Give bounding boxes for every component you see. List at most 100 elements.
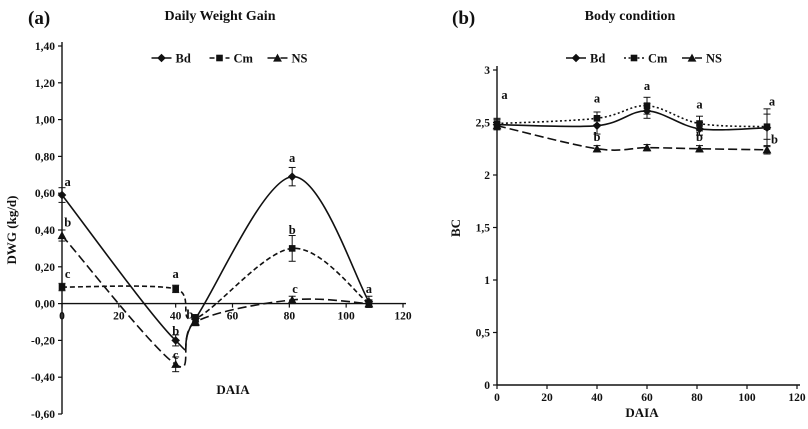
significance-label: b [289, 223, 296, 237]
marker-NS [762, 145, 772, 154]
significance-label: c [292, 282, 298, 296]
significance-label: c [173, 348, 179, 362]
marker-NS [592, 144, 602, 153]
series-line-Cm [496, 104, 768, 128]
y-tick-label: 0,00 [35, 299, 55, 311]
x-tick-label: 80 [691, 392, 703, 404]
y-tick-label: 1,20 [35, 78, 55, 90]
significance-label: b [696, 130, 703, 144]
legend-label: NS [706, 52, 722, 66]
marker-NS [695, 144, 704, 153]
legend-marker-NS [687, 53, 697, 62]
significance-label: a [644, 79, 651, 93]
marker-Bd [171, 336, 180, 345]
significance-label: b [64, 216, 71, 230]
x-axis-label-b: DAIA [625, 405, 659, 420]
y-tick-label: 1,5 [476, 223, 491, 235]
y-tick-label: -0,40 [31, 372, 55, 384]
y-tick-label: 1 [484, 275, 490, 287]
x-tick-label: 100 [738, 392, 756, 404]
x-tick-label: 100 [338, 311, 356, 323]
legend-marker-Bd [157, 53, 166, 63]
significance-label: a [366, 282, 373, 296]
marker-Cm [763, 123, 771, 130]
y-tick-label: 3 [484, 65, 490, 77]
y-axis-label-b: BC [448, 219, 463, 237]
y-tick-label: 0,40 [35, 225, 55, 237]
series-line-NS [61, 234, 369, 368]
x-tick-label: 80 [284, 311, 296, 323]
chart-title-b: Body condition [585, 9, 676, 24]
x-tick-label: 120 [788, 392, 806, 404]
chart-title-a: Daily Weight Gain [165, 9, 276, 24]
plot-area-a: 1,40 1,20 1,00 0,80 0,60 0,40 0,20 0,00 -0,20 -0,… [31, 41, 412, 421]
y-tick-label: -0,60 [31, 409, 55, 421]
series-line-Bd [496, 110, 768, 131]
x-tick-label: 40 [591, 392, 603, 404]
legend-item-NS: NS [267, 52, 308, 66]
legend-marker-Bd [571, 53, 581, 63]
legend-item-NS: NS [682, 52, 722, 66]
significance-label: a [769, 95, 776, 109]
x-tick-label: 0 [59, 311, 65, 323]
x-tick-label: 60 [641, 392, 653, 404]
x-tick-label: 40 [170, 311, 182, 323]
marker-Cm [58, 283, 66, 291]
x-tick-label: 20 [113, 311, 125, 323]
series-line-Bd [61, 175, 370, 351]
marker-Cm [172, 285, 179, 293]
significance-label: b [594, 130, 601, 144]
legend-item-Cm: Cm [624, 52, 668, 66]
significance-label: a [289, 151, 296, 165]
x-tick-label: 20 [541, 392, 553, 404]
series-line-Cm [61, 247, 370, 321]
legend-marker-NS [273, 53, 282, 62]
y-tick-label: 1,40 [35, 41, 55, 53]
panel-tag-a: (a) [28, 8, 50, 29]
significance-label: a [173, 267, 180, 281]
chart-panel-a: (a) Daily Weight Gain DWG (kg/d) DAIA 1,… [4, 8, 412, 421]
y-tick-label: 0 [484, 380, 490, 392]
y-tick-label: 0,5 [476, 328, 491, 340]
marker-Bd [287, 172, 297, 181]
marker-Bd [57, 190, 67, 200]
marker-Cm [696, 120, 703, 127]
y-tick-label: -0,20 [31, 335, 55, 347]
legend-label: NS [292, 52, 308, 66]
y-tick-label: 2 [484, 170, 490, 182]
legend-item-Bd: Bd [151, 52, 191, 66]
significance-label: a [594, 91, 601, 105]
y-tick-label: 0,20 [35, 262, 55, 274]
significance-label: c [65, 267, 71, 281]
y-tick-label: 2,5 [476, 118, 491, 130]
y-tick-label: 1,00 [35, 115, 55, 127]
x-tick-label: 60 [227, 311, 239, 323]
marker-NS [171, 359, 181, 368]
x-axis-label-a: DAIA [216, 382, 250, 397]
marker-Cm [643, 102, 651, 109]
significance-label: a [696, 98, 703, 112]
marker-NS [191, 317, 200, 326]
y-axis-label-a: DWG (kg/d) [4, 196, 19, 265]
legend-item-Cm: Cm [209, 52, 254, 66]
legend-item-Bd: Bd [566, 52, 605, 66]
marker-NS [642, 143, 652, 152]
y-tick-label: 0,80 [35, 151, 55, 163]
marker-NS [57, 231, 67, 240]
plot-area-b: 3 2,5 2 1,5 1 0,5 00 20 40 60 80 100 120 a a b a a b a b Bd Cm… [476, 52, 806, 405]
legend-marker-Cm [630, 54, 638, 62]
marker-NS [287, 295, 297, 304]
significance-label: a [501, 88, 508, 102]
marker-NS [364, 299, 374, 308]
significance-label: b [172, 324, 179, 338]
legend-label: Cm [234, 52, 254, 66]
significance-label: a [65, 175, 72, 189]
y-tick-label: 0,60 [35, 188, 55, 200]
significance-label: b [186, 308, 193, 322]
x-tick-label: 0 [494, 392, 500, 404]
x-tick-label: 120 [394, 311, 412, 323]
marker-Cm [288, 245, 296, 252]
panel-tag-b: (b) [452, 8, 475, 29]
marker-Cm [593, 115, 601, 122]
